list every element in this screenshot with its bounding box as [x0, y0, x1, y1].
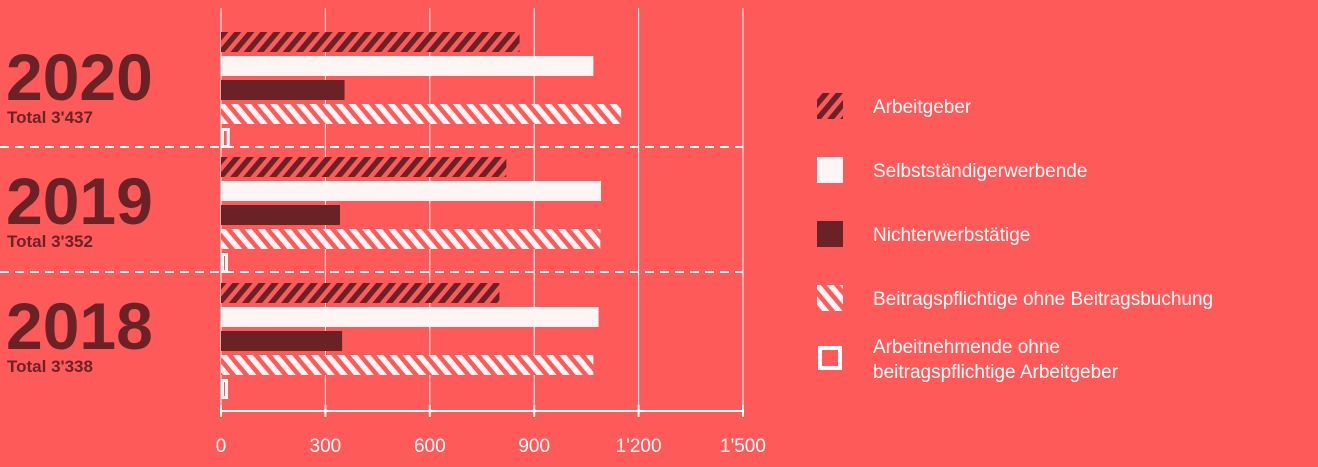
x-tick-label: 900 [518, 436, 550, 457]
bar-2018-beitragspflichtige-ohne-beitragsbuchung [221, 355, 594, 375]
bar-2018-nichterwerbst-tige [221, 331, 343, 351]
bar-2018-arbeitgeber [221, 283, 500, 303]
group-year-label: 2019 [6, 164, 153, 238]
bar-2020-nichterwerbst-tige [221, 80, 345, 100]
legend-label: Selbstständigerwerbende [873, 161, 1087, 182]
x-tick-label: 300 [310, 436, 342, 457]
group-total-label: Total 3'437 [7, 108, 93, 127]
group-year-label: 2020 [6, 40, 153, 114]
legend-label: Arbeitnehmende ohne [873, 337, 1060, 358]
legend-label: Nichterwerbstätige [873, 225, 1030, 246]
group-total-label: Total 3'338 [7, 357, 93, 376]
x-tick-label: 0 [216, 436, 227, 457]
legend-swatch-selbstst-ndigerwerbende [817, 157, 843, 183]
bar-2019-beitragspflichtige-ohne-beitragsbuchung [221, 229, 601, 249]
bar-2020-beitragspflichtige-ohne-beitragsbuchung [221, 104, 622, 124]
bar-2020-arbeitgeber [221, 32, 520, 52]
legend-swatch-arbeitgeber [817, 93, 843, 119]
legend-label: Arbeitgeber [873, 97, 972, 118]
bar-2019-arbeitgeber [221, 157, 507, 177]
legend-swatch-beitragspflichtige-ohne-beitragsbuchung [817, 285, 843, 311]
bar-2019-selbstst-ndigerwerbende [221, 181, 602, 201]
group-year-label: 2018 [6, 289, 153, 363]
bar-2018-selbstst-ndigerwerbende [221, 307, 599, 327]
bar-2019-nichterwerbst-tige [221, 205, 341, 225]
group-total-label: Total 3'352 [7, 232, 93, 251]
legend-label: beitragspflichtige Arbeitgeber [873, 362, 1119, 383]
legend-swatch-arbeitnehmende-ohne-beitragspflichtige-arbeitgeber [818, 346, 842, 370]
bar-2020-arbeitnehmende-ohne-beitragspflichtige-arbeitgeber [221, 128, 230, 148]
x-tick-label: 1'200 [616, 436, 662, 457]
bar-2020-selbstst-ndigerwerbende [221, 56, 594, 76]
x-tick-label: 600 [414, 436, 446, 457]
bar-2018-arbeitnehmende-ohne-beitragspflichtige-arbeitgeber [221, 379, 228, 399]
legend-label: Beitragspflichtige ohne Beitragsbuchung [873, 289, 1213, 310]
legend-swatch-nichterwerbst-tige [817, 221, 843, 247]
x-tick-label: 1'500 [720, 436, 766, 457]
bar-2019-arbeitnehmende-ohne-beitragspflichtige-arbeitgeber [221, 253, 228, 273]
